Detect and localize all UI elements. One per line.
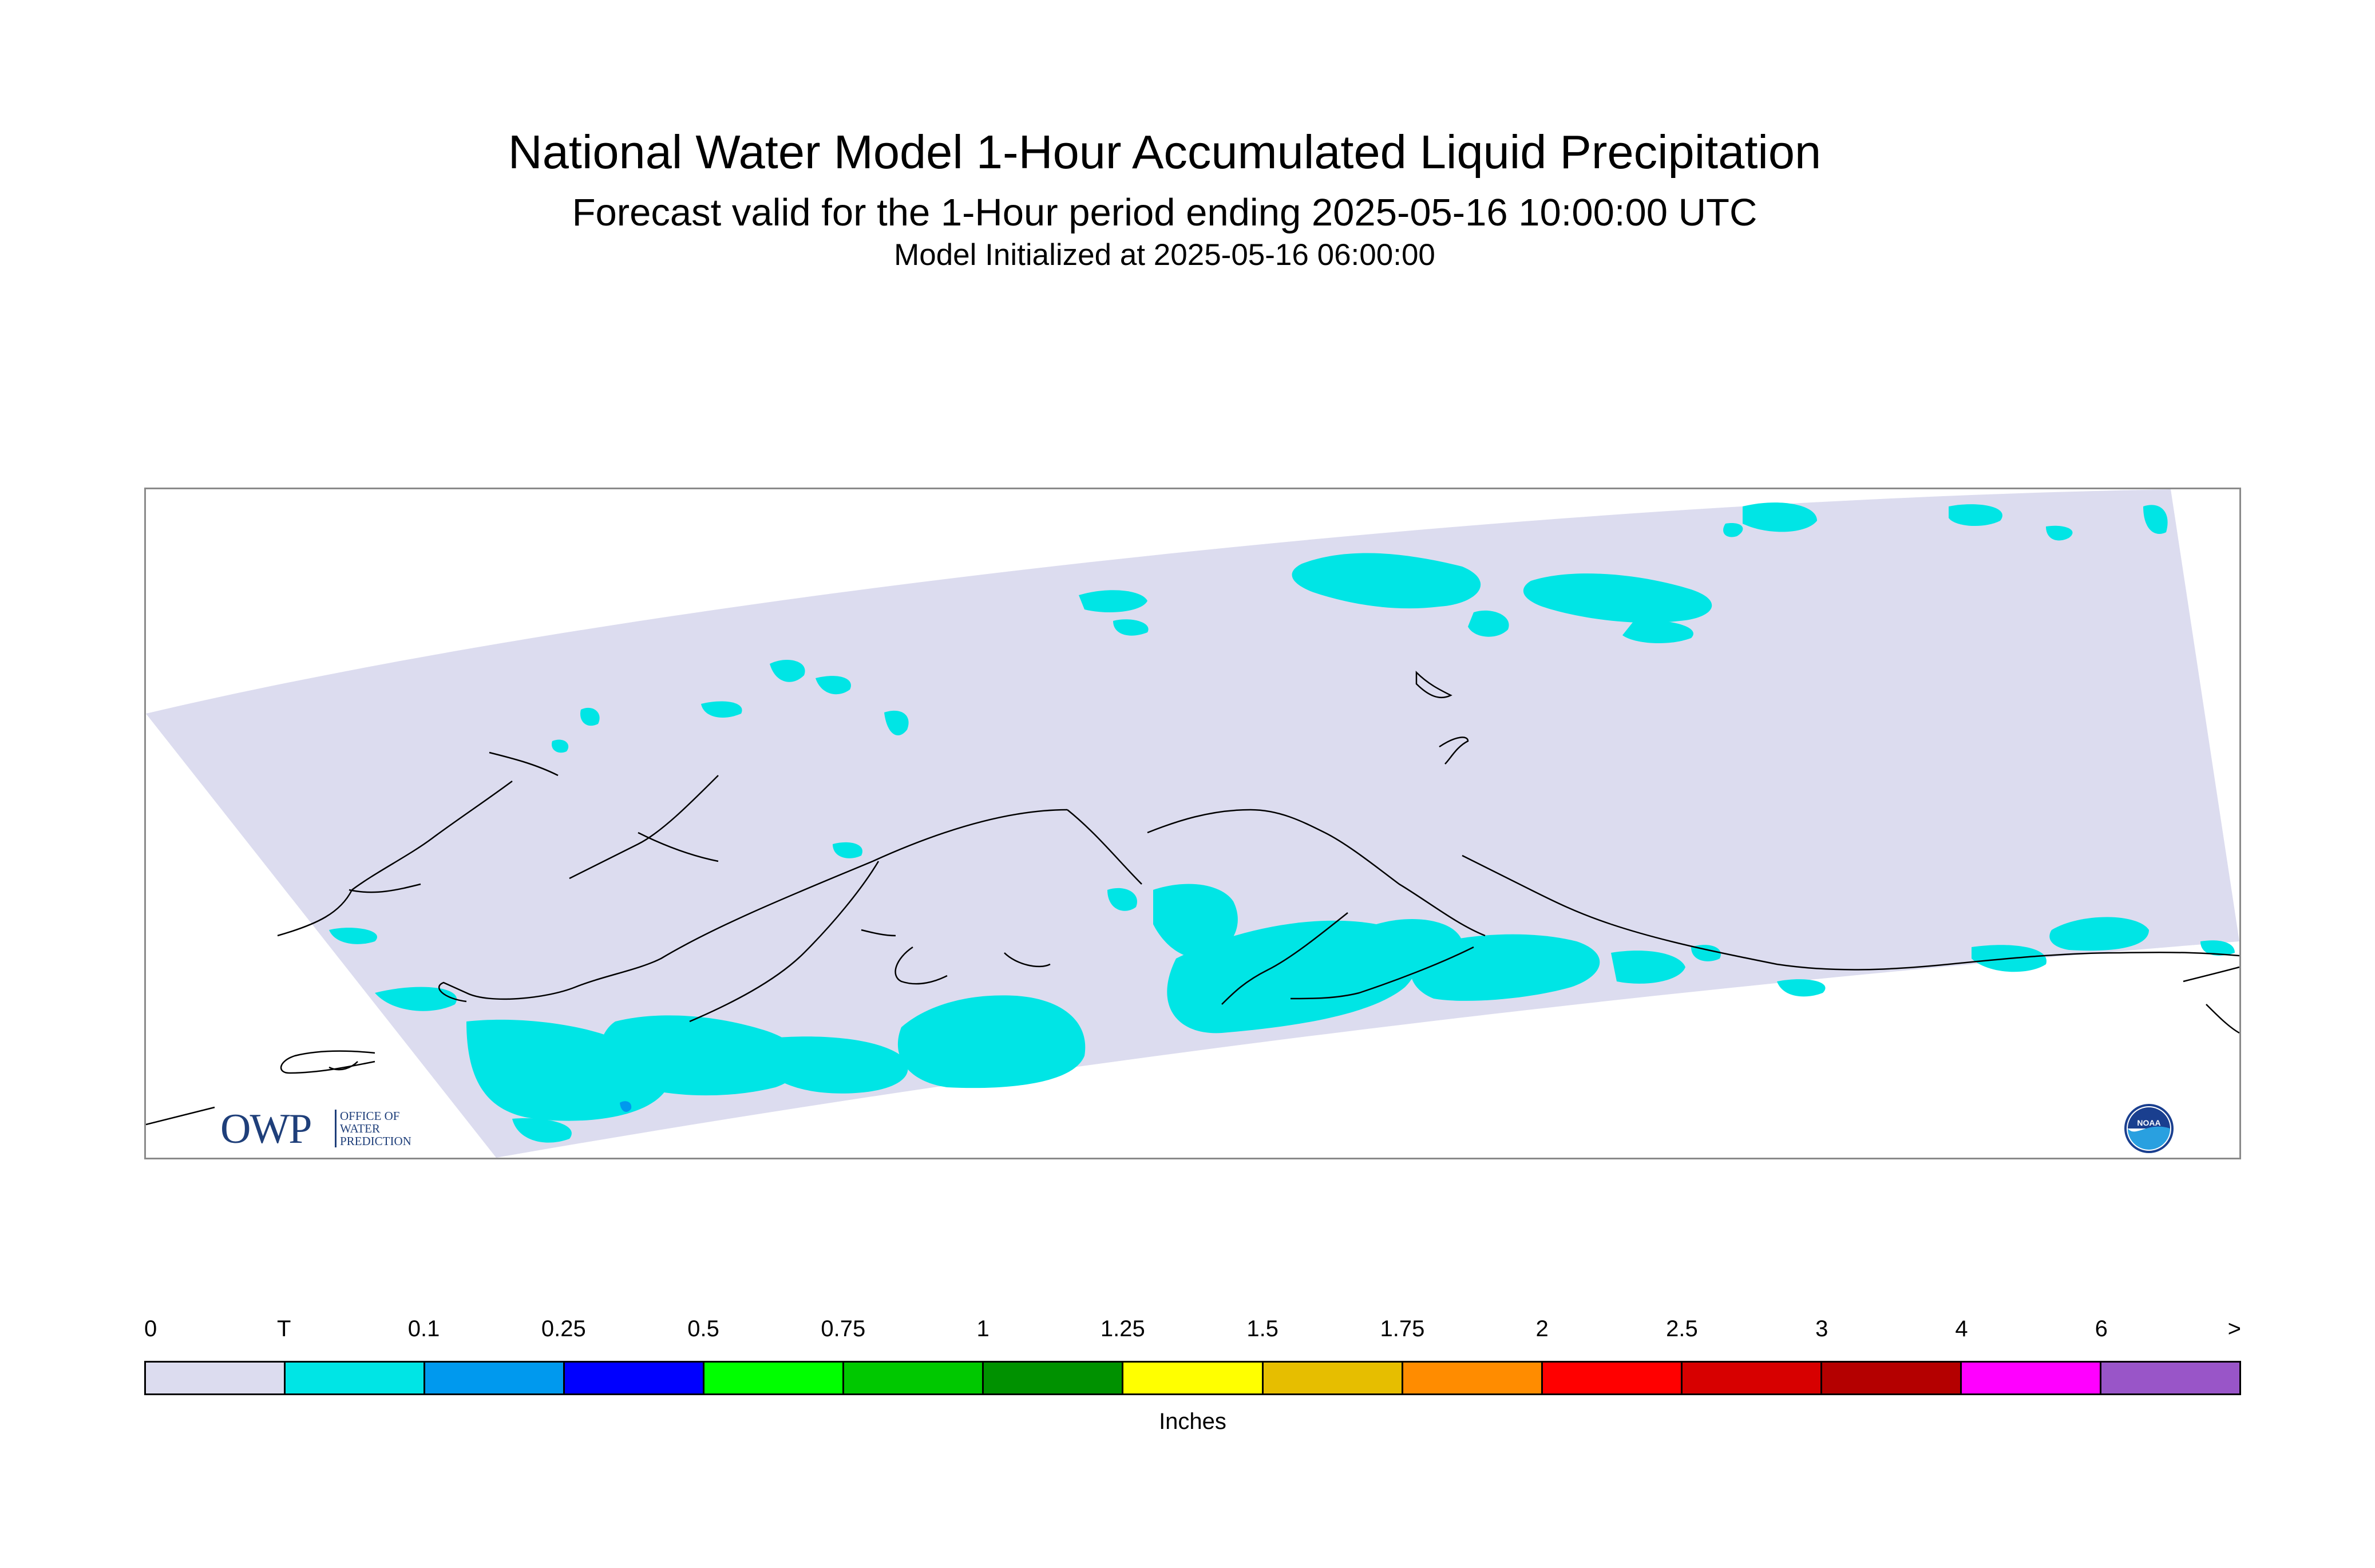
legend-tick-label: 1.75 — [1380, 1316, 1425, 1341]
legend-swatch — [1961, 1363, 2101, 1393]
legend-tick-label: 6 — [2095, 1316, 2108, 1341]
legend-tick-label: 3 — [1815, 1316, 1828, 1341]
map-canvas — [146, 489, 2239, 1158]
legend-swatch — [146, 1363, 286, 1393]
map-panel: OWP OFFICE OF WATER PREDICTION NOAA — [144, 488, 2241, 1159]
owp-logo-subtitle: OFFICE OF WATER PREDICTION — [335, 1110, 432, 1147]
legend-tick-label: 4 — [1955, 1316, 1968, 1341]
legend-tick-label: 0.75 — [821, 1316, 866, 1341]
legend-swatch — [425, 1363, 565, 1393]
legend-unit-label: Inches — [1159, 1409, 1226, 1434]
model-init-time: Model Initialized at 2025-05-16 06:00:00 — [894, 238, 1435, 272]
legend-tick-label: 1.25 — [1100, 1316, 1145, 1341]
legend-swatch — [704, 1363, 845, 1393]
legend-tick-label: 1.5 — [1246, 1316, 1278, 1341]
precip-legend: 0 T 0.1 0.25 0.5 0.75 1 1.25 1.5 1.75 2 2.5 3 4 6 > Inc… — [144, 1316, 2241, 1454]
legend-tick-label: 0.1 — [407, 1316, 440, 1341]
map-subtitle: Forecast valid for the 1-Hour period end… — [572, 191, 1758, 234]
legend-swatch — [844, 1363, 984, 1393]
legend-swatch — [2101, 1363, 2239, 1393]
legend-tick-label: > — [2227, 1316, 2241, 1341]
owp-logo-letters: OWP — [220, 1106, 312, 1153]
legend-swatch — [1263, 1363, 1403, 1393]
legend-swatch — [1403, 1363, 1543, 1393]
legend-swatch — [1123, 1363, 1264, 1393]
legend-swatch — [565, 1363, 705, 1393]
legend-tick-label: 0.5 — [687, 1316, 719, 1341]
legend-swatch — [1542, 1363, 1683, 1393]
coastlines — [146, 670, 2239, 1126]
legend-colorbar — [144, 1361, 2241, 1395]
model-domain — [146, 489, 2239, 1158]
legend-tick-label: 0 — [144, 1316, 157, 1341]
legend-swatch — [286, 1363, 426, 1393]
legend-tick-label: 2 — [1535, 1316, 1549, 1341]
legend-tick-label: 0.25 — [541, 1316, 586, 1341]
noaa-logo: NOAA — [2124, 1104, 2174, 1153]
owp-logo-line-2: WATER — [340, 1122, 380, 1135]
precip-light-spot — [620, 1101, 632, 1112]
map-title: National Water Model 1-Hour Accumulated … — [508, 125, 1822, 179]
noaa-logo-text: NOAA — [2137, 1118, 2160, 1127]
owp-logo-line-3: PREDICTION — [340, 1134, 411, 1148]
legend-tick-label: 1 — [976, 1316, 989, 1341]
legend-tick-label: 2.5 — [1666, 1316, 1698, 1341]
legend-swatch — [984, 1363, 1124, 1393]
precip-trace-areas — [329, 502, 2235, 1143]
legend-swatch — [1822, 1363, 1962, 1393]
owp-logo: OWP OFFICE OF WATER PREDICTION — [220, 1106, 438, 1152]
legend-swatch — [1682, 1363, 1822, 1393]
owp-logo-line-1: OFFICE OF — [340, 1109, 400, 1123]
legend-tick-label: T — [277, 1316, 291, 1341]
